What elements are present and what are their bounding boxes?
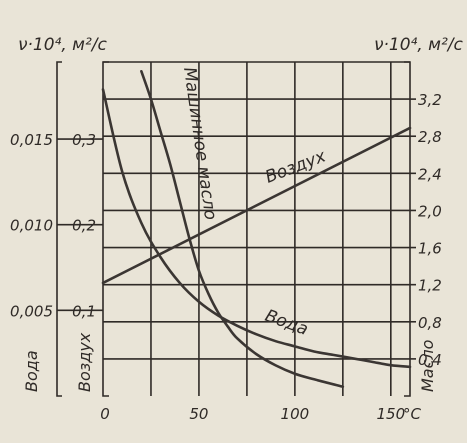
right-tick-label: 0,4 xyxy=(418,351,442,369)
left-outer-tick-label: 0,010 xyxy=(10,217,53,235)
right-axis-unit-label: ν·10⁴, м²/с xyxy=(374,35,464,55)
right-axis-line xyxy=(404,61,411,397)
left-inner-axis-name: Воздух xyxy=(75,332,94,392)
right-tick-label: 3,2 xyxy=(418,91,442,109)
series-line xyxy=(101,88,412,369)
series-line xyxy=(140,69,345,389)
x-tick-label: 150 xyxy=(376,405,405,423)
left-inner-tick-label: 0,2 xyxy=(72,217,96,235)
right-axis-name: Масло xyxy=(418,339,437,392)
right-tick-label: 1,6 xyxy=(418,240,442,258)
grid xyxy=(103,61,410,396)
x-tick-label: 0 xyxy=(100,405,110,423)
series-line xyxy=(101,126,412,285)
left-inner-axis-line xyxy=(102,61,109,397)
series-label: Машинное масло xyxy=(179,66,220,221)
series-curves xyxy=(101,69,412,389)
right-tick-label: 2,4 xyxy=(418,165,442,183)
left-outer-tick-label: 0,005 xyxy=(10,302,53,320)
left-inner-tick-label: 0,3 xyxy=(72,131,96,149)
x-tick-label: 50 xyxy=(189,405,208,423)
left-inner-tick-label: 0,1 xyxy=(72,302,96,320)
left-outer-axis-line xyxy=(56,61,62,397)
series-label: Вода xyxy=(262,306,310,340)
right-tick-label: 1,2 xyxy=(418,277,442,295)
series-label: Воздух xyxy=(263,146,330,188)
x-unit-label: °C xyxy=(403,405,422,423)
left-outer-axis-name: Вода xyxy=(22,350,41,392)
x-tick-label: 100 xyxy=(281,405,310,423)
right-tick-label: 2,8 xyxy=(418,128,442,146)
left-axis-unit-label: ν·10⁴, м²/с xyxy=(18,35,108,55)
axes xyxy=(56,61,416,397)
left-outer-tick-label: 0,015 xyxy=(10,131,53,149)
right-tick-label: 2,0 xyxy=(418,202,442,220)
right-tick-label: 0,8 xyxy=(418,314,442,332)
